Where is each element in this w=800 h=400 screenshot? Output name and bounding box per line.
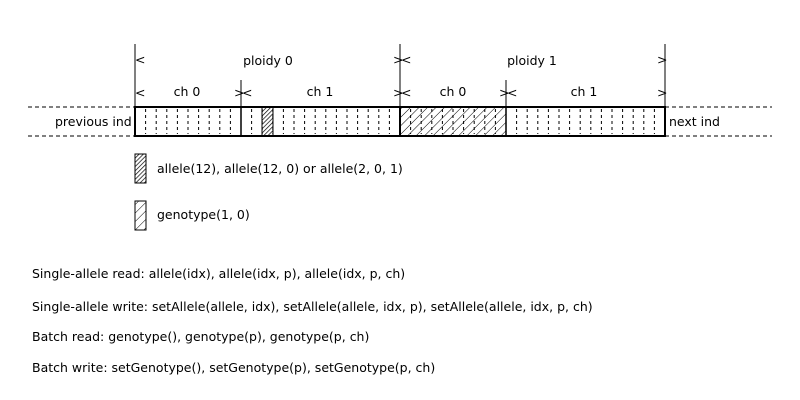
arrow-head-ploidy0-right: > bbox=[393, 52, 403, 67]
p1-ch1-label: ch 1 bbox=[571, 84, 598, 99]
arrow-head-ploidy1-left: < bbox=[401, 52, 411, 67]
description-batch-read: Batch read: genotype(), genotype(p), gen… bbox=[32, 329, 370, 344]
p0-ch1-label: ch 1 bbox=[307, 84, 334, 99]
arrow-head-p0ch1-right: > bbox=[393, 85, 403, 100]
description-single-write: Single-allele write: setAllele(allele, i… bbox=[32, 299, 593, 314]
ploidy0-label: ploidy 0 bbox=[243, 53, 293, 68]
allele-12-cell bbox=[261, 106, 274, 137]
ploidy1-label: ploidy 1 bbox=[507, 53, 557, 68]
arrow-head-p1ch1-right: > bbox=[657, 85, 667, 100]
description-batch-write: Batch write: setGenotype(), setGenotype(… bbox=[32, 360, 436, 375]
arrow-head-p0ch1-left: < bbox=[242, 85, 252, 100]
legend-allele-swatch bbox=[134, 153, 147, 184]
allele-ticks bbox=[145, 109, 655, 134]
next-ind-label: next ind bbox=[669, 114, 720, 129]
legend-genotype-text: genotype(1, 0) bbox=[157, 207, 250, 222]
boundary-markers bbox=[134, 44, 666, 106]
legend-allele-text: allele(12), allele(12, 0) or allele(2, 0… bbox=[157, 161, 403, 176]
p1-ch0-label: ch 0 bbox=[440, 84, 467, 99]
arrow-head-p1ch0-right: > bbox=[499, 85, 509, 100]
legend-genotype-swatch bbox=[134, 200, 147, 231]
neighbor-dashes bbox=[28, 106, 772, 137]
arrow-head-ploidy0-left: < bbox=[135, 52, 145, 67]
previous-ind-label: previous ind bbox=[55, 114, 132, 129]
arrow-head-ploidy1-right: > bbox=[657, 52, 667, 67]
description-single-read: Single-allele read: allele(idx), allele(… bbox=[32, 266, 406, 281]
arrow-head-p1ch1-left: < bbox=[507, 85, 517, 100]
arrow-head-p0ch0-right: > bbox=[234, 85, 244, 100]
arrow-head-p1ch0-left: < bbox=[401, 85, 411, 100]
p0-ch0-label: ch 0 bbox=[174, 84, 201, 99]
arrow-head-p0ch0-left: < bbox=[135, 85, 145, 100]
